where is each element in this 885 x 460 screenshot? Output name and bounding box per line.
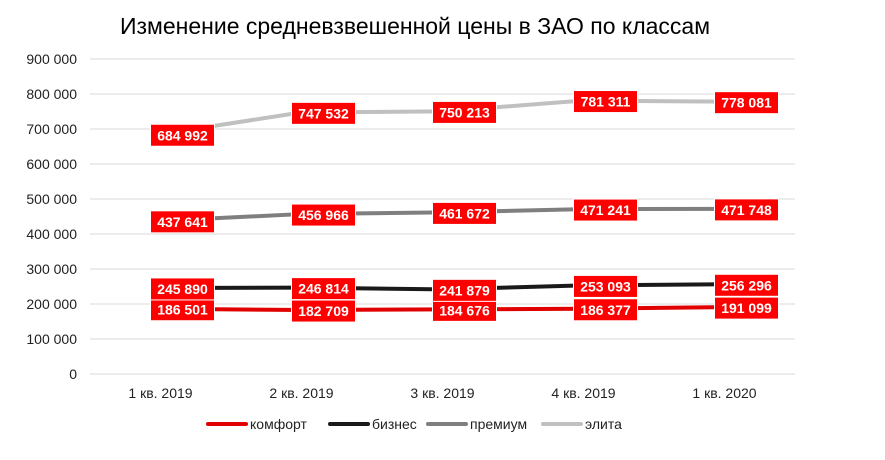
data-label-text: 245 890 bbox=[157, 281, 208, 297]
data-label: 437 641 bbox=[150, 210, 215, 234]
legend-label: бизнес bbox=[372, 416, 417, 432]
data-label: 182 709 bbox=[291, 299, 356, 323]
y-tick-label: 900 000 bbox=[26, 51, 77, 67]
data-label-text: 456 966 bbox=[298, 207, 349, 223]
data-label-text: 461 672 bbox=[439, 205, 490, 221]
data-label: 461 672 bbox=[432, 201, 497, 225]
data-label-text: 186 501 bbox=[157, 302, 208, 318]
data-label: 471 748 bbox=[714, 198, 779, 222]
data-label: 456 966 bbox=[291, 203, 356, 227]
y-tick-label: 700 000 bbox=[26, 121, 77, 137]
data-label-text: 191 099 bbox=[721, 300, 772, 316]
data-label: 781 311 bbox=[573, 90, 638, 114]
data-label-text: 186 377 bbox=[580, 302, 631, 318]
x-tick-label: 1 кв. 2019 bbox=[128, 385, 192, 401]
data-label-box bbox=[573, 274, 638, 298]
data-label-text: 750 213 bbox=[439, 104, 490, 120]
data-label-box bbox=[291, 101, 356, 125]
legend-label: комфорт bbox=[250, 416, 307, 432]
y-tick-label: 400 000 bbox=[26, 226, 77, 242]
y-axis-ticks: 0 100 000 200 000 300 000 400 000 500 000 600 … bbox=[26, 51, 77, 382]
legend-item: бизнес bbox=[328, 416, 417, 432]
y-tick-label: 0 bbox=[69, 366, 77, 382]
data-label: 256 296 bbox=[714, 273, 779, 297]
legend-label: элита bbox=[585, 416, 622, 432]
data-label-text: 253 093 bbox=[580, 278, 631, 294]
chart-title: Изменение средневзвешенной цены в ЗАО по… bbox=[120, 13, 710, 39]
data-label-box bbox=[150, 210, 215, 234]
x-tick-label: 1 кв. 2020 bbox=[692, 385, 756, 401]
y-tick-label: 300 000 bbox=[26, 261, 77, 277]
legend-item: комфорт bbox=[206, 416, 307, 432]
data-label: 253 093 bbox=[573, 274, 638, 298]
legend-item: премиум bbox=[426, 416, 527, 432]
data-label-box bbox=[432, 100, 497, 124]
data-label-box bbox=[714, 91, 779, 115]
data-label-text: 778 081 bbox=[721, 95, 772, 111]
data-label: 186 501 bbox=[150, 298, 215, 322]
data-label: 245 890 bbox=[150, 277, 215, 301]
data-label-box bbox=[432, 201, 497, 225]
x-tick-label: 3 кв. 2019 bbox=[410, 385, 474, 401]
data-label-text: 182 709 bbox=[298, 303, 349, 319]
x-tick-label: 4 кв. 2019 bbox=[551, 385, 615, 401]
data-label-text: 246 814 bbox=[298, 281, 349, 297]
data-label: 471 241 bbox=[573, 198, 638, 222]
data-label-text: 747 532 bbox=[298, 105, 349, 121]
x-tick-label: 2 кв. 2019 bbox=[269, 385, 333, 401]
data-label-text: 471 748 bbox=[721, 202, 772, 218]
data-label: 186 377 bbox=[573, 298, 638, 322]
data-label: 778 081 bbox=[714, 91, 779, 115]
data-label: 750 213 bbox=[432, 100, 497, 124]
y-tick-label: 100 000 bbox=[26, 331, 77, 347]
data-label: 246 814 bbox=[291, 277, 356, 301]
data-label-text: 256 296 bbox=[721, 277, 772, 293]
data-label-box bbox=[150, 123, 215, 147]
x-axis-ticks: 1 кв. 2019 2 кв. 2019 3 кв. 2019 4 кв. 2019… bbox=[128, 385, 756, 401]
data-label: 684 992 bbox=[150, 123, 215, 147]
data-label-text: 184 676 bbox=[439, 302, 490, 318]
data-label-box bbox=[291, 277, 356, 301]
data-label-box bbox=[714, 198, 779, 222]
data-label-box bbox=[432, 278, 497, 302]
y-tick-label: 200 000 bbox=[26, 296, 77, 312]
y-tick-label: 800 000 bbox=[26, 86, 77, 102]
data-label-box bbox=[714, 296, 779, 320]
legend-label: премиум bbox=[470, 416, 527, 432]
data-label-text: 781 311 bbox=[581, 94, 631, 110]
data-labels: 186 501 182 709 184 676 186 377 191 099 245 8… bbox=[150, 90, 779, 323]
data-label-box bbox=[573, 90, 638, 114]
data-label-text: 471 241 bbox=[580, 202, 631, 218]
data-label-box bbox=[714, 273, 779, 297]
y-tick-label: 600 000 bbox=[26, 156, 77, 172]
data-label-box bbox=[573, 198, 638, 222]
data-label-text: 241 879 bbox=[439, 282, 490, 298]
data-label-box bbox=[150, 277, 215, 301]
data-label: 184 676 bbox=[432, 298, 497, 322]
legend: комфорт бизнес премиум элита bbox=[206, 416, 622, 432]
data-label-text: 437 641 bbox=[157, 214, 208, 230]
legend-item: элита bbox=[541, 416, 622, 432]
data-label-box bbox=[573, 298, 638, 322]
data-label: 191 099 bbox=[714, 296, 779, 320]
data-label-text: 684 992 bbox=[157, 127, 208, 143]
data-label: 241 879 bbox=[432, 278, 497, 302]
data-label-box bbox=[291, 203, 356, 227]
data-label: 747 532 bbox=[291, 101, 356, 125]
y-tick-label: 500 000 bbox=[26, 191, 77, 207]
